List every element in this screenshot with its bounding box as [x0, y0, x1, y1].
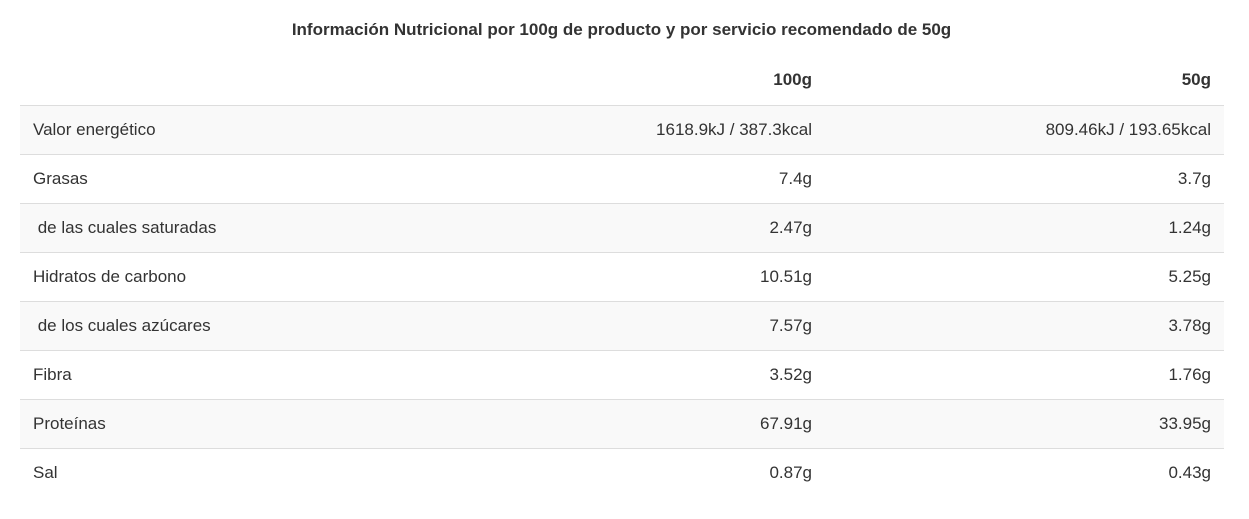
value-50g: 3.7g — [825, 153, 1224, 203]
column-header-50g: 50g — [1181, 70, 1211, 90]
nutrient-label: Hidratos de carbono — [20, 251, 420, 301]
table-row: Grasas 7.4g 3.7g — [20, 153, 1224, 203]
value-100g: 67.91g — [420, 398, 825, 448]
column-header-100g: 100g — [773, 70, 812, 90]
value-50g: 3.78g — [825, 300, 1224, 350]
table-row: Valor energético 1618.9kJ / 387.3kcal 809.… — [20, 104, 1224, 154]
value-100g: 7.57g — [420, 300, 825, 350]
nutrition-table: 100g 50g Valor energético 1618.9kJ / 387.… — [20, 56, 1224, 497]
table-row: de los cuales azúcares 7.57g 3.78g — [20, 300, 1224, 350]
table-row: Sal 0.87g 0.43g — [20, 447, 1224, 497]
table-title: Información Nutricional por 100g de prod… — [291, 20, 952, 39]
value-50g: 1.76g — [825, 349, 1224, 399]
table-row: de las cuales saturadas 2.47g 1.24g — [20, 202, 1224, 252]
value-50g: 1.24g — [825, 202, 1224, 252]
nutrient-label: de las cuales saturadas — [20, 202, 420, 252]
column-header-nutrient — [20, 56, 420, 105]
nutrient-label: Proteínas — [20, 398, 420, 448]
nutrient-label: de los cuales azúcares — [20, 300, 420, 350]
table-row: Proteínas 67.91g 33.95g — [20, 398, 1224, 448]
header-row: 100g 50g — [20, 56, 1224, 105]
value-50g: 33.95g — [825, 398, 1224, 448]
nutrient-label: Fibra — [20, 349, 420, 399]
value-100g: 0.87g — [420, 447, 825, 497]
value-100g: 10.51g — [420, 251, 825, 301]
nutrient-label: Valor energético — [20, 104, 420, 154]
value-50g: 5.25g — [825, 251, 1224, 301]
value-50g: 809.46kJ / 193.65kcal — [825, 104, 1224, 154]
value-100g: 1618.9kJ / 387.3kcal — [420, 104, 825, 154]
table-row: Fibra 3.52g 1.76g — [20, 349, 1224, 399]
value-100g: 2.47g — [420, 202, 825, 252]
value-100g: 7.4g — [420, 153, 825, 203]
value-100g: 3.52g — [420, 349, 825, 399]
nutrient-label: Grasas — [20, 153, 420, 203]
value-50g: 0.43g — [825, 447, 1224, 497]
nutrient-label: Sal — [20, 447, 420, 497]
table-row: Hidratos de carbono 10.51g 5.25g — [20, 251, 1224, 301]
